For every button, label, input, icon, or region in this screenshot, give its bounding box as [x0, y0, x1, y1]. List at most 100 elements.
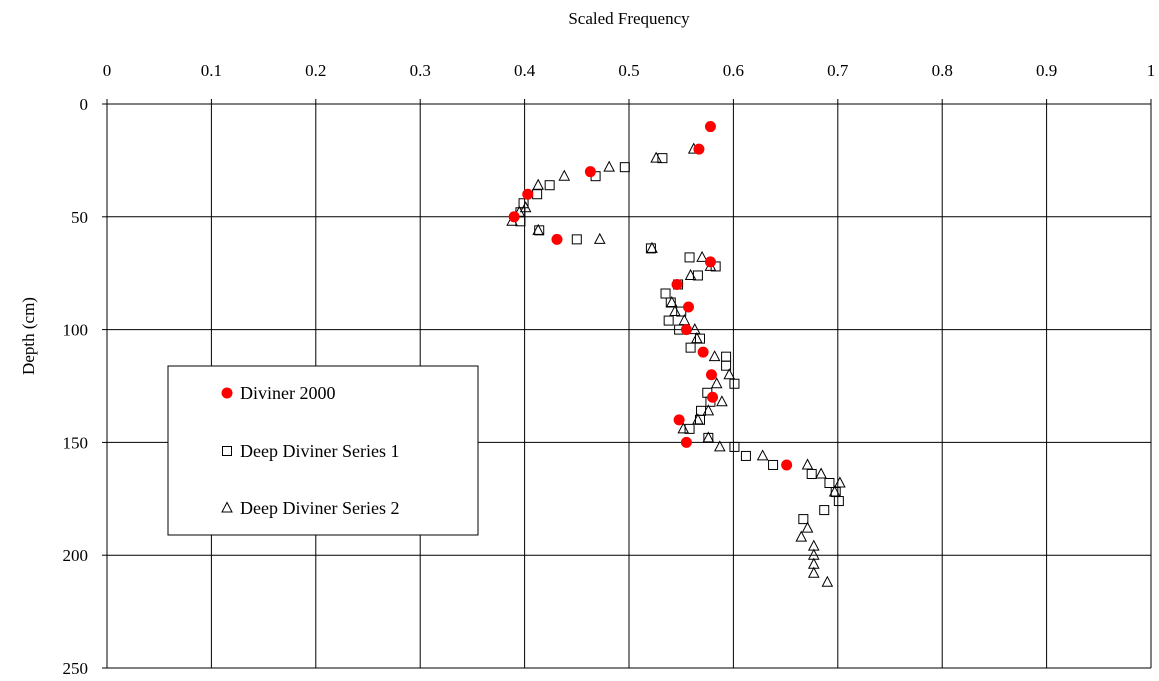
data-point: [723, 368, 736, 380]
x-tick-label: 0.1: [201, 61, 222, 80]
data-point: [551, 233, 563, 245]
data-point: [571, 234, 582, 245]
data-point: [677, 422, 690, 434]
legend-marker: [221, 387, 233, 399]
legend-item: Deep Diviner Series 2: [221, 498, 399, 518]
data-point: [684, 423, 695, 434]
data-point: [696, 250, 708, 262]
x-tick-label: 0.2: [305, 61, 326, 80]
x-tick-label: 0.8: [932, 61, 953, 80]
data-point: [558, 169, 571, 181]
data-point: [721, 351, 732, 362]
data-point: [768, 459, 779, 470]
data-point: [705, 369, 717, 381]
x-tick-label: 0.5: [618, 61, 639, 80]
data-point: [821, 575, 834, 587]
data-point: [669, 304, 681, 317]
data-point: [645, 243, 656, 254]
data-point: [532, 189, 543, 200]
data-point: [707, 391, 719, 403]
x-tick-label: 1: [1147, 61, 1156, 80]
data-point: [684, 252, 695, 263]
data-point: [807, 566, 820, 578]
data-point: [692, 270, 703, 281]
y-tick-label: 150: [63, 433, 89, 452]
data-point: [619, 162, 630, 173]
data-point: [819, 505, 830, 516]
data-point: [508, 211, 520, 223]
data-point: [781, 459, 793, 471]
x-tick-label: 0.4: [514, 61, 536, 80]
data-point: [693, 143, 705, 155]
x-tick-label: 0.3: [410, 61, 431, 80]
data-point: [685, 342, 696, 353]
data-point: [663, 315, 674, 326]
data-point: [650, 151, 662, 163]
y-tick-label: 200: [63, 546, 89, 565]
data-point: [584, 166, 596, 178]
x-axis-ticks: 0 0.1 0.2 0.3 0.4 0.5 0.6 0.7 0.8 0.9 1: [103, 61, 1156, 104]
data-point: [798, 514, 809, 525]
data-point: [704, 256, 716, 268]
data-point: [688, 323, 701, 335]
data-point: [680, 436, 692, 448]
data-point: [593, 232, 606, 244]
data-point: [544, 180, 555, 191]
y-axis-title: Depth (cm): [19, 297, 38, 375]
data-point: [532, 178, 545, 190]
x-tick-label: 0.7: [827, 61, 849, 80]
data-point: [713, 440, 726, 452]
data-point: [519, 201, 532, 213]
data-point: [716, 395, 728, 407]
legend-item: Diviner 2000: [221, 383, 335, 403]
grid: [106, 103, 1152, 669]
x-axis-title: Scaled Frequency: [568, 9, 690, 28]
legend-item: Deep Diviner Series 1: [222, 441, 399, 461]
series-2: [515, 153, 844, 525]
data-point: [534, 225, 545, 236]
data-point: [824, 478, 835, 489]
legend-label: Diviner 2000: [240, 383, 335, 403]
data-point: [660, 288, 671, 299]
legend-marker: [222, 446, 232, 456]
data-point: [834, 476, 846, 488]
y-tick-label: 250: [63, 659, 89, 678]
legend-label: Deep Diviner Series 2: [240, 498, 399, 518]
data-point: [721, 360, 732, 371]
data-point: [703, 432, 714, 443]
data-point: [756, 449, 769, 461]
y-tick-label: 0: [80, 95, 89, 114]
data-point: [729, 441, 740, 452]
data-point: [603, 160, 615, 172]
series-3: [506, 142, 846, 587]
data-point: [815, 467, 827, 479]
y-tick-label: 100: [63, 321, 89, 340]
data-point: [657, 153, 668, 164]
legend-marker: [221, 501, 233, 513]
data-point: [708, 350, 721, 362]
legend-box: [167, 365, 479, 536]
data-point: [671, 278, 683, 290]
data-point: [522, 188, 534, 200]
y-tick-label: 50: [71, 208, 88, 227]
data-point: [697, 346, 709, 358]
legend-label: Deep Diviner Series 1: [240, 441, 399, 461]
data-point: [694, 333, 705, 344]
data-point: [683, 301, 695, 313]
data-point: [704, 121, 716, 133]
y-axis-ticks: 0 50 100 150 200 250: [63, 95, 107, 678]
data-point: [833, 496, 844, 507]
data-point: [729, 378, 740, 389]
data-point: [673, 414, 685, 426]
x-tick-label: 0: [103, 61, 112, 80]
data-point: [740, 450, 751, 461]
x-tick-label: 0.9: [1036, 61, 1057, 80]
x-tick-label: 0.6: [723, 61, 744, 80]
data-point: [806, 468, 817, 479]
legend: Diviner 2000 Deep Diviner Series 1 Deep Di…: [167, 365, 479, 536]
data-point: [795, 530, 808, 542]
data-points: [506, 121, 846, 587]
data-point: [801, 458, 814, 470]
data-point: [710, 377, 723, 389]
